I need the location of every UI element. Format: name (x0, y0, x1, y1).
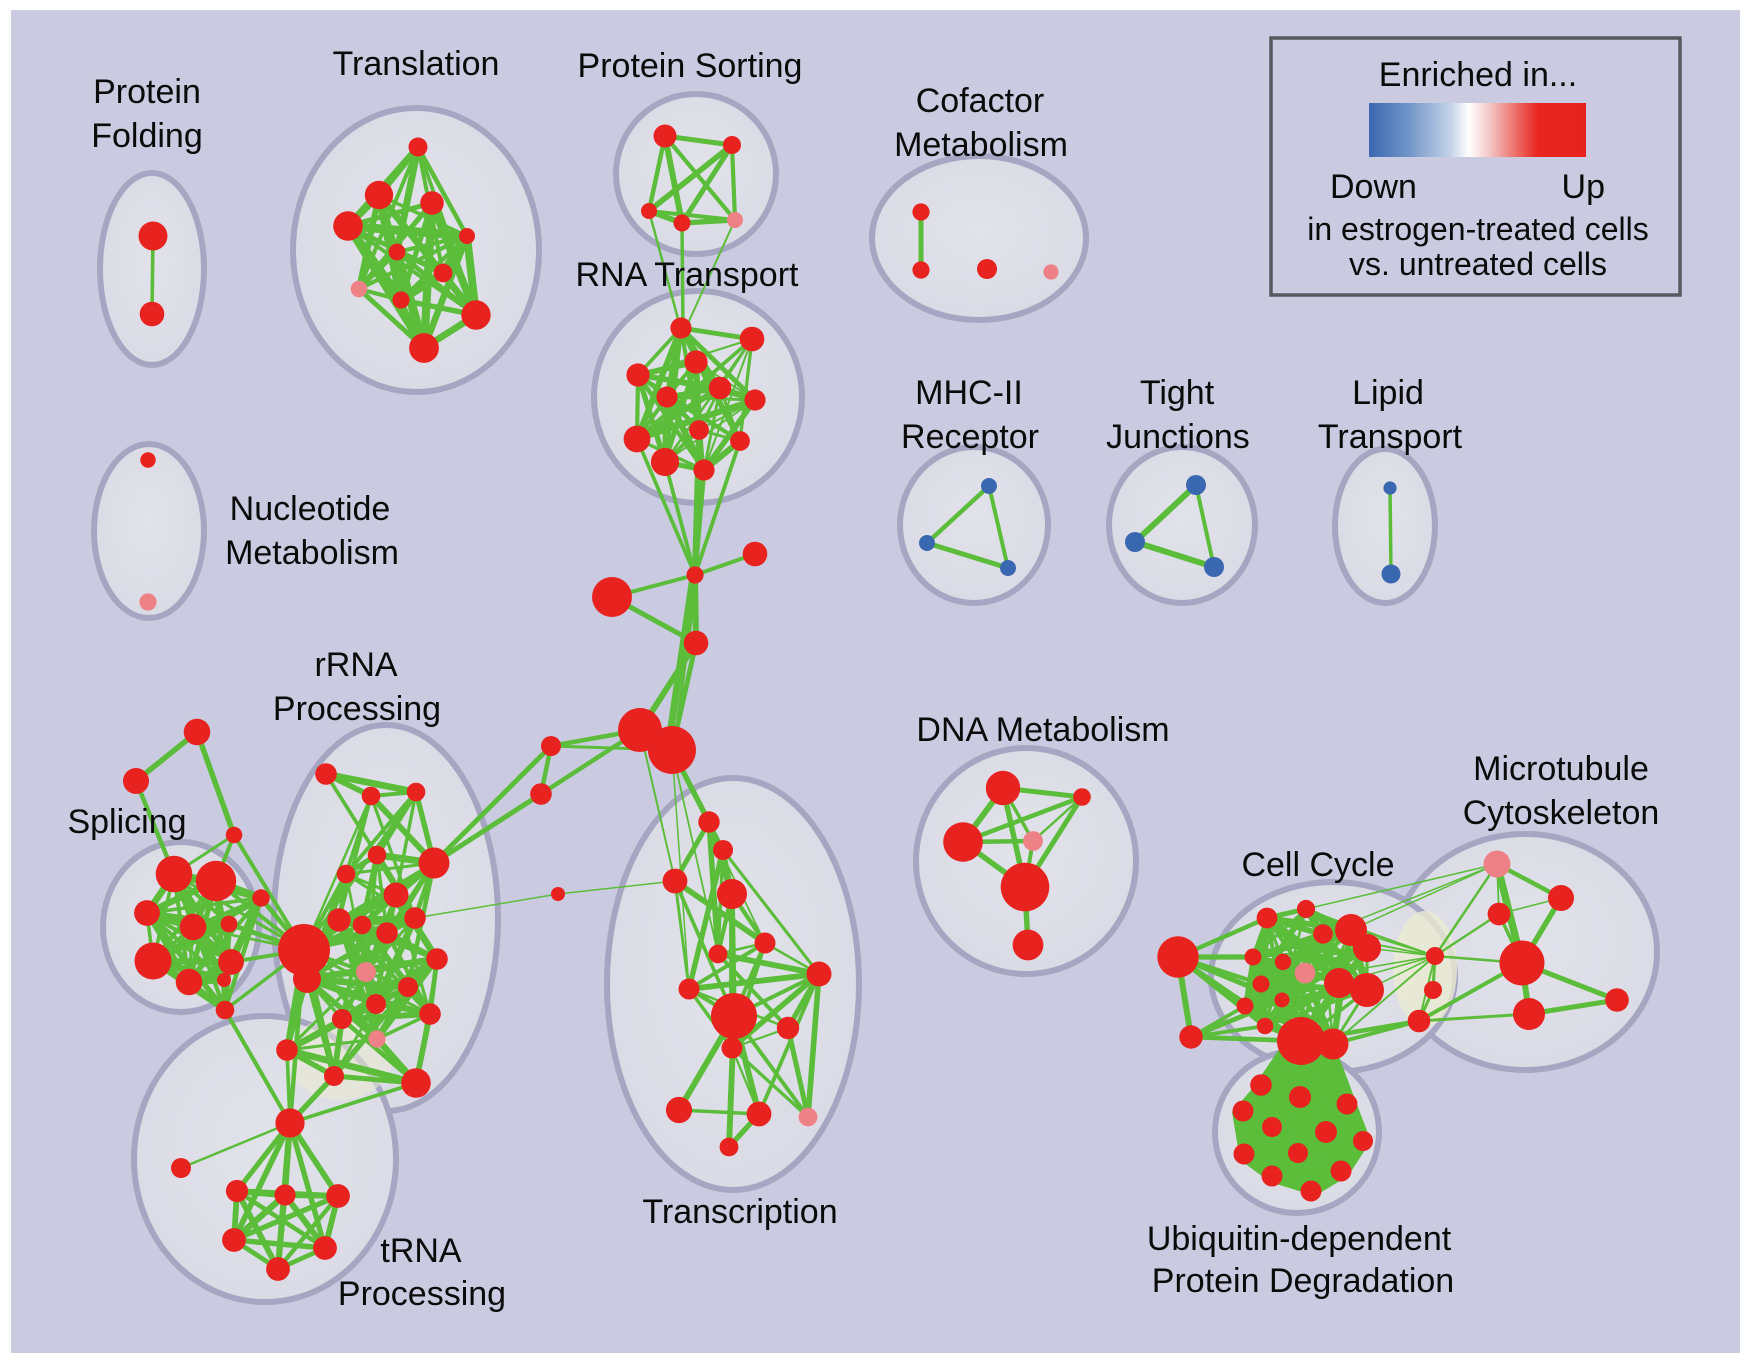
svg-text:Protein Degradation: Protein Degradation (1152, 1262, 1454, 1300)
svg-text:vs. untreated cells: vs. untreated cells (1349, 246, 1607, 282)
svg-text:MHC-II: MHC-II (915, 374, 1023, 412)
svg-text:Cell Cycle: Cell Cycle (1241, 846, 1394, 884)
svg-text:Up: Up (1562, 168, 1605, 206)
svg-text:Processing: Processing (273, 690, 441, 728)
svg-text:Cytoskeleton: Cytoskeleton (1463, 794, 1660, 832)
svg-text:Lipid: Lipid (1352, 374, 1424, 412)
svg-text:Translation: Translation (333, 45, 500, 83)
svg-text:Ubiquitin-dependent: Ubiquitin-dependent (1147, 1220, 1452, 1258)
svg-text:Cofactor: Cofactor (916, 82, 1045, 120)
svg-text:Nucleotide: Nucleotide (230, 490, 391, 528)
svg-text:Tight: Tight (1140, 374, 1215, 412)
svg-text:Protein: Protein (93, 73, 201, 111)
svg-text:Processing: Processing (338, 1275, 506, 1313)
svg-text:Transcription: Transcription (642, 1193, 837, 1231)
svg-text:RNA Transport: RNA Transport (576, 256, 800, 294)
svg-text:Metabolism: Metabolism (225, 534, 399, 572)
svg-text:rRNA: rRNA (314, 646, 397, 684)
svg-text:Down: Down (1330, 168, 1417, 206)
svg-text:Metabolism: Metabolism (894, 126, 1068, 164)
svg-text:Protein Sorting: Protein Sorting (578, 47, 803, 85)
svg-text:Transport: Transport (1318, 418, 1463, 456)
svg-text:Junctions: Junctions (1106, 418, 1250, 456)
svg-text:Folding: Folding (91, 117, 203, 155)
svg-text:Enriched in...: Enriched in... (1379, 56, 1577, 94)
svg-text:Receptor: Receptor (901, 418, 1039, 456)
svg-text:Splicing: Splicing (67, 803, 186, 841)
svg-text:in estrogen-treated cells: in estrogen-treated cells (1307, 211, 1649, 247)
svg-text:Microtubule: Microtubule (1473, 750, 1649, 788)
svg-text:tRNA: tRNA (380, 1232, 462, 1270)
svg-text:DNA Metabolism: DNA Metabolism (916, 711, 1169, 749)
